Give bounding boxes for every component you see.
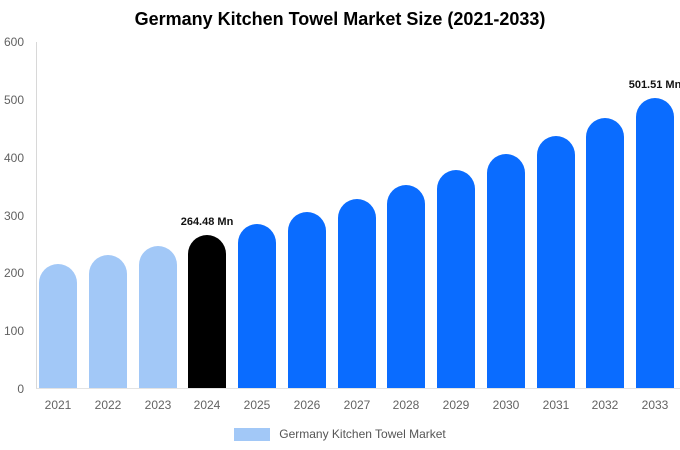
y-tick-label-600: 600 — [3, 35, 24, 49]
plot-area: 264.48 Mn 501.51 Mn — [36, 42, 680, 389]
x-tick-label-2022: 2022 — [94, 398, 122, 412]
legend: Germany Kitchen Towel Market — [0, 426, 680, 442]
bar-2025[interactable] — [238, 224, 276, 388]
value-label-2033: 501.51 Mn — [628, 79, 680, 91]
y-tick-label-500: 500 — [3, 93, 24, 107]
x-tick-label-2028: 2028 — [392, 398, 420, 412]
y-tick-label-100: 100 — [3, 324, 24, 338]
bar-2029[interactable] — [437, 170, 475, 388]
x-tick-label-2029: 2029 — [442, 398, 470, 412]
y-tick-label-200: 200 — [3, 266, 24, 280]
bar-2023[interactable] — [139, 246, 177, 388]
x-tick-label-2024: 2024 — [193, 398, 221, 412]
bar-2024[interactable] — [188, 235, 226, 388]
bar-2031[interactable] — [537, 136, 575, 388]
bar-2027[interactable] — [338, 199, 376, 388]
value-label-2024: 264.48 Mn — [180, 216, 234, 228]
bar-2021[interactable] — [39, 264, 77, 388]
x-tick-label-2032: 2032 — [591, 398, 619, 412]
x-tick-label-2025: 2025 — [243, 398, 271, 412]
bar-2033[interactable] — [636, 98, 674, 388]
legend-item[interactable]: Germany Kitchen Towel Market — [234, 427, 446, 441]
legend-label: Germany Kitchen Towel Market — [279, 427, 446, 441]
x-tick-label-2030: 2030 — [492, 398, 520, 412]
chart-title: Germany Kitchen Towel Market Size (2021-… — [134, 9, 546, 29]
y-tick-label-300: 300 — [3, 209, 24, 223]
bar-2028[interactable] — [387, 185, 425, 388]
x-tick-label-2023: 2023 — [144, 398, 172, 412]
y-tick-label-400: 400 — [3, 151, 24, 165]
x-tick-label-2027: 2027 — [343, 398, 371, 412]
x-tick-label-2031: 2031 — [542, 398, 570, 412]
y-tick-label-0: 0 — [17, 382, 24, 396]
bar-2022[interactable] — [89, 255, 127, 388]
x-tick-label-2021: 2021 — [44, 398, 72, 412]
x-tick-label-2026: 2026 — [293, 398, 321, 412]
bar-2030[interactable] — [487, 154, 525, 388]
legend-swatch-icon — [234, 427, 271, 441]
x-tick-label-2033: 2033 — [641, 398, 669, 412]
bar-2032[interactable] — [586, 118, 624, 388]
bar-2026[interactable] — [288, 212, 326, 388]
